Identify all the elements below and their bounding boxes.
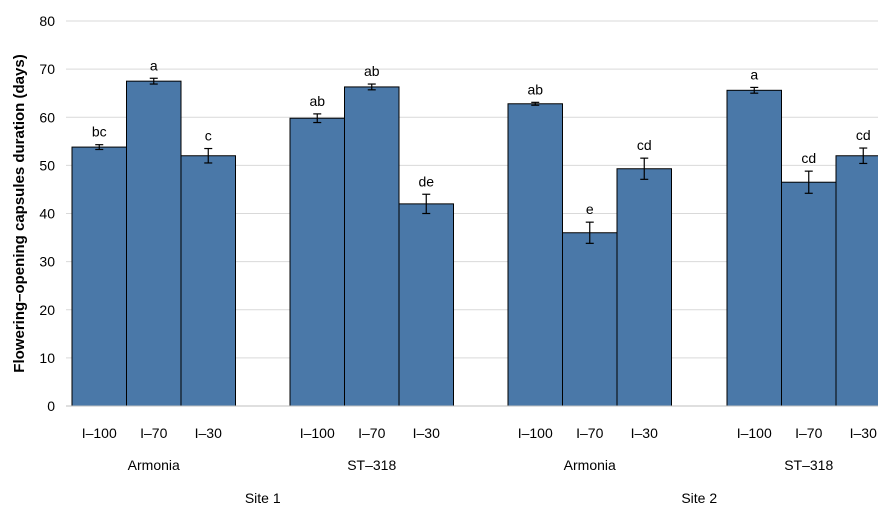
bar — [180, 155, 236, 407]
y-tick-label: 0 — [47, 398, 55, 414]
bar — [289, 117, 345, 407]
site-label: Site 1 — [245, 490, 281, 506]
cultivar-label: Armonia — [128, 457, 180, 473]
y-axis-title: Flowering–opening capsules duration (day… — [11, 54, 28, 372]
x-tick-label: I–70 — [576, 425, 603, 441]
y-tick-label: 10 — [39, 350, 55, 366]
y-tick-label: 80 — [39, 13, 55, 29]
y-tick-label: 20 — [39, 302, 55, 318]
x-tick-label: I–30 — [631, 425, 658, 441]
bar — [835, 155, 878, 407]
x-axis-cultivar-labels: Armonia ST–318 Armonia ST–318 — [128, 457, 834, 473]
bar — [562, 232, 618, 407]
significance-letters: bc a c ab ab de ab e cd a cd cd — [92, 57, 871, 217]
y-tick-label: 60 — [39, 109, 55, 125]
significance-letter: ab — [309, 93, 325, 109]
x-tick-label: I–70 — [140, 425, 167, 441]
bar — [616, 168, 672, 407]
bar — [71, 146, 127, 407]
cultivar-label: ST–318 — [784, 457, 833, 473]
significance-letter: a — [750, 66, 758, 82]
y-axis-ticks: 0 10 20 30 40 50 60 70 80 — [39, 13, 55, 414]
bar — [781, 181, 837, 407]
significance-letter: bc — [92, 124, 107, 140]
significance-letter: ab — [364, 63, 380, 79]
x-tick-label: I–30 — [850, 425, 877, 441]
significance-letter: cd — [801, 150, 816, 166]
y-tick-label: 30 — [39, 254, 55, 270]
bars — [71, 80, 878, 407]
cultivar-label: Armonia — [564, 457, 616, 473]
x-axis-site-labels: Site 1 Site 2 — [245, 490, 718, 506]
x-tick-label: I–30 — [413, 425, 440, 441]
significance-letter: cd — [637, 137, 652, 153]
x-tick-label: I–100 — [82, 425, 117, 441]
significance-letter: e — [586, 201, 594, 217]
significance-letter: cd — [856, 127, 871, 143]
y-tick-label: 70 — [39, 61, 55, 77]
bar — [507, 103, 563, 407]
significance-letter: ab — [527, 81, 543, 97]
x-tick-label: I–100 — [518, 425, 553, 441]
cultivar-label: ST–318 — [347, 457, 396, 473]
site-label: Site 2 — [681, 490, 717, 506]
y-tick-label: 40 — [39, 206, 55, 222]
bar — [344, 86, 400, 407]
x-tick-label: I–100 — [300, 425, 335, 441]
x-tick-label: I–70 — [358, 425, 385, 441]
x-tick-label: I–70 — [795, 425, 822, 441]
significance-letter: a — [150, 57, 158, 73]
significance-letter: c — [205, 128, 212, 144]
x-axis-treatment-labels: I–100 I–70 I–30 I–100 I–70 I–30 I–100 I–70 I–30 I… — [82, 425, 877, 441]
y-tick-label: 50 — [39, 157, 55, 173]
bar — [398, 203, 454, 407]
bar — [726, 89, 782, 407]
x-tick-label: I–100 — [737, 425, 772, 441]
significance-letter: de — [418, 173, 434, 189]
bar — [126, 80, 182, 407]
error-bars — [95, 77, 868, 244]
x-tick-label: I–30 — [195, 425, 222, 441]
